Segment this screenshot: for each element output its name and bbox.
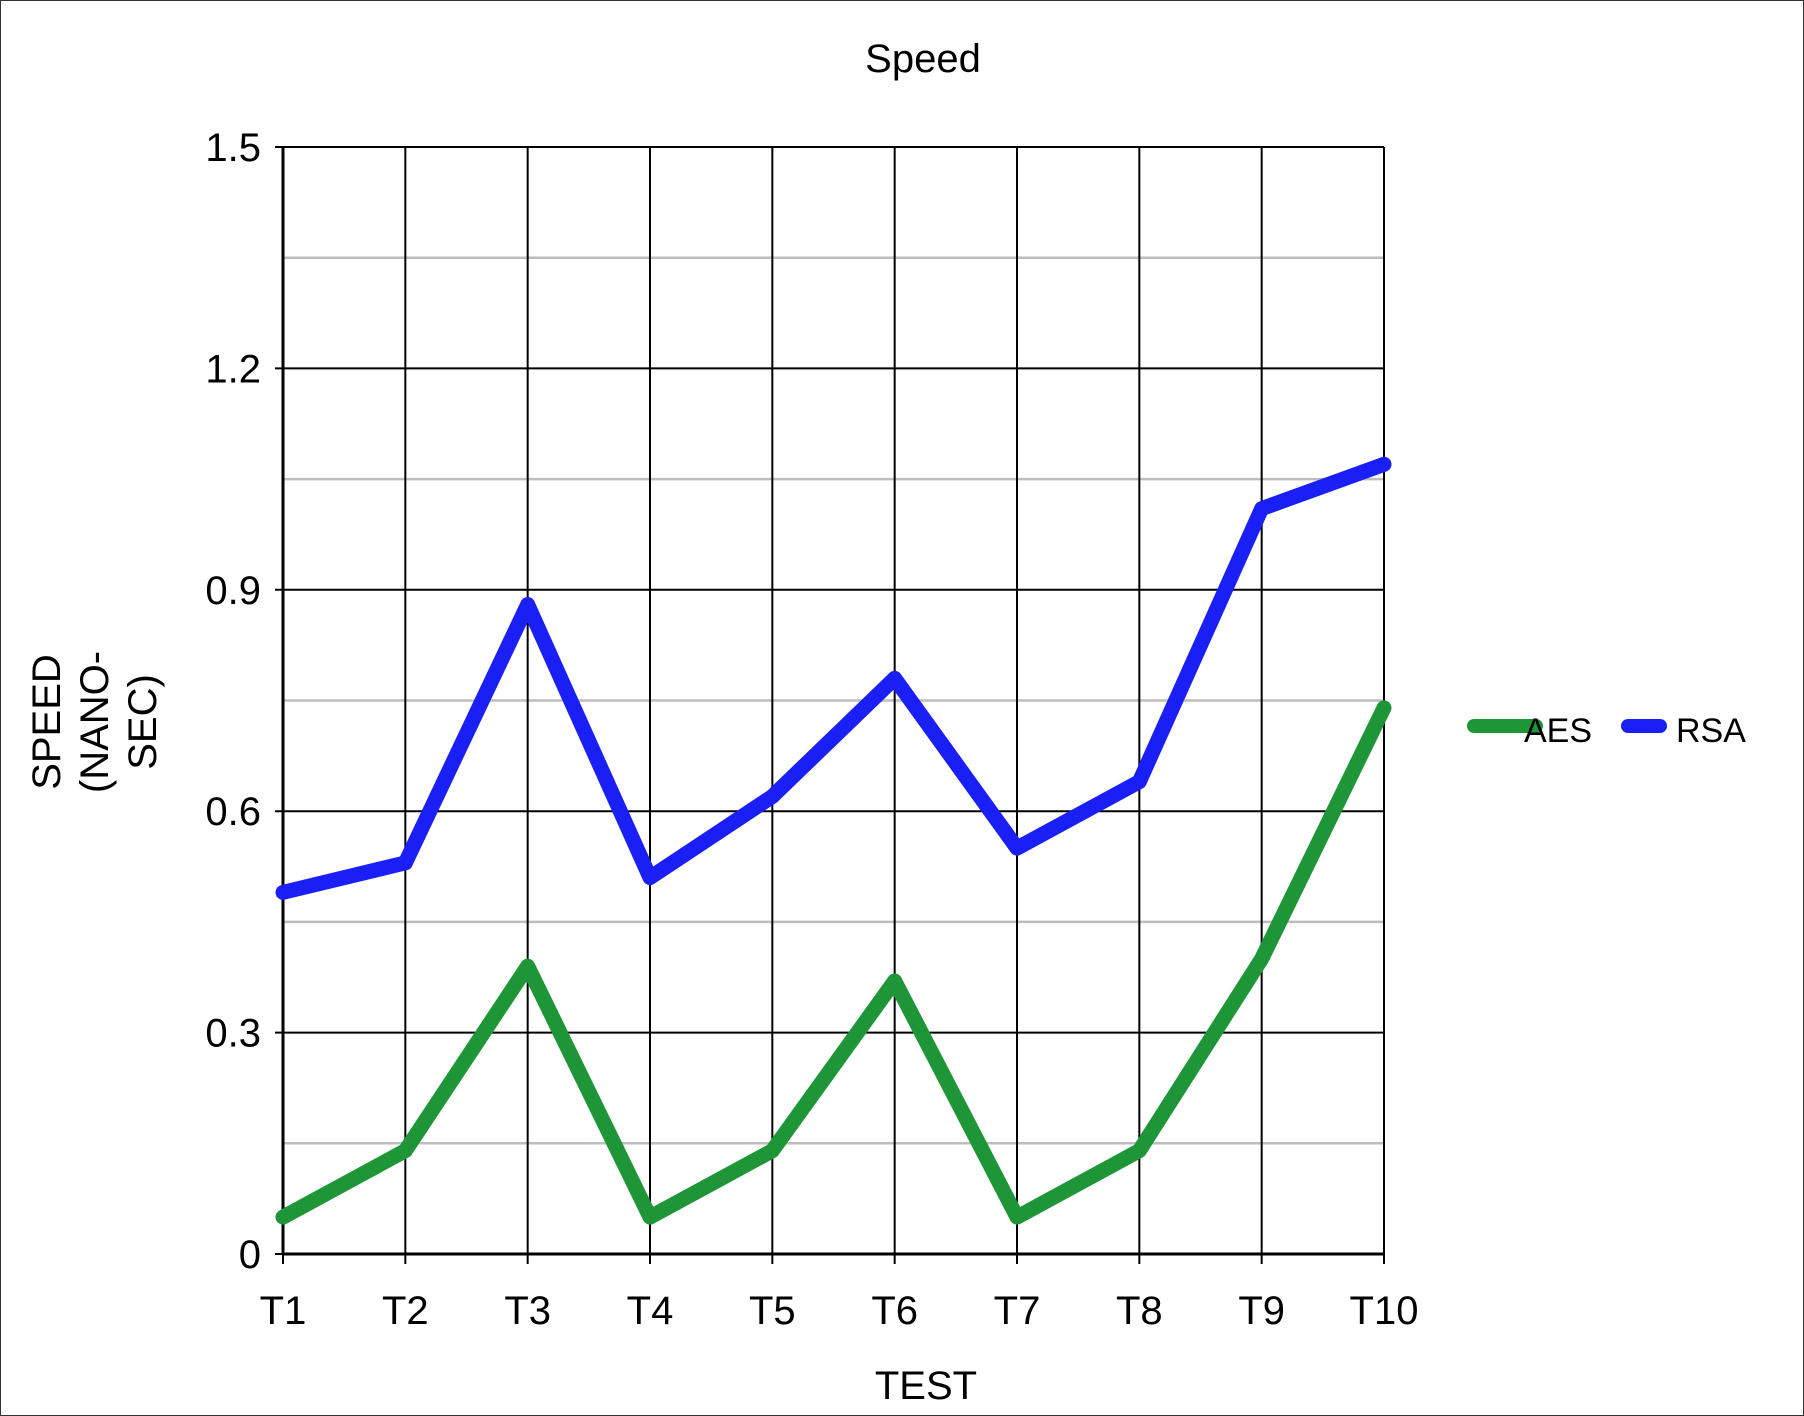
x-tick-label: T2 bbox=[382, 1289, 429, 1333]
x-tick-label: T9 bbox=[1238, 1289, 1285, 1333]
y-axis-label-line-1: SPEED bbox=[25, 654, 69, 790]
series-line-aes bbox=[275, 700, 1392, 1225]
series-line-rsa bbox=[275, 456, 1392, 900]
grid bbox=[275, 146, 1385, 1264]
y-axis-label-line-2: (NANO- bbox=[73, 651, 117, 793]
y-tick-label: 0.9 bbox=[205, 569, 261, 613]
legend: AES RSA bbox=[1467, 712, 1746, 750]
y-tick-label: 0.3 bbox=[205, 1012, 261, 1056]
axes bbox=[281, 147, 1384, 1256]
y-axis-label-line-3: SEC) bbox=[121, 674, 165, 770]
x-tick-label: T10 bbox=[1350, 1289, 1419, 1333]
y-tick-label: 1.2 bbox=[205, 347, 261, 391]
series-lines bbox=[275, 456, 1392, 1225]
x-tick-label: T7 bbox=[994, 1289, 1041, 1333]
x-tick-label: T4 bbox=[627, 1289, 674, 1333]
x-tick-label: T3 bbox=[504, 1289, 551, 1333]
chart-title: Speed bbox=[865, 37, 981, 81]
x-tick-label: T6 bbox=[871, 1289, 918, 1333]
y-tick-label: 0 bbox=[239, 1233, 261, 1277]
y-tick-labels: 0 0.3 0.6 0.9 1.2 1.5 bbox=[205, 126, 261, 1277]
legend-label-aes: AES bbox=[1524, 712, 1592, 750]
legend-label-rsa: RSA bbox=[1676, 712, 1746, 750]
x-tick-label: T8 bbox=[1116, 1289, 1163, 1333]
x-tick-label: T5 bbox=[749, 1289, 796, 1333]
y-tick-label: 1.5 bbox=[205, 126, 261, 170]
x-axis-label: TEST bbox=[875, 1364, 977, 1408]
x-tick-labels: T1 T2 T3 T4 T5 T6 T7 T8 T9 T10 bbox=[260, 1289, 1419, 1333]
y-tick-label: 0.6 bbox=[205, 790, 261, 834]
x-tick-label: T1 bbox=[260, 1289, 307, 1333]
y-axis-label: SPEED (NANO- SEC) bbox=[25, 651, 165, 793]
